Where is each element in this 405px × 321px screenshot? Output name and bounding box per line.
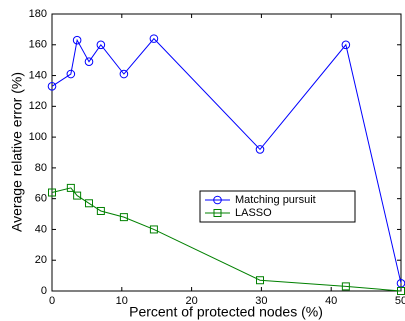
- x-tick-label: 50: [395, 295, 405, 307]
- x-tick-label: 0: [49, 295, 55, 307]
- y-tick-label: 140: [29, 69, 47, 81]
- point: [341, 282, 350, 291]
- point: [256, 276, 265, 285]
- legend-marker: [213, 209, 222, 217]
- point: [119, 213, 128, 222]
- x-tick-label: 40: [325, 295, 337, 307]
- series-line: [51, 37, 402, 284]
- point: [96, 206, 105, 215]
- point: [47, 82, 57, 91]
- point: [255, 145, 265, 154]
- point: [341, 40, 351, 50]
- point: [84, 57, 94, 67]
- y-tick-label: 120: [29, 100, 47, 112]
- y-tick-label: 20: [35, 254, 47, 266]
- plot-area: [51, 13, 402, 292]
- legend-marker: [213, 195, 222, 205]
- x-tick-label: 10: [116, 295, 128, 307]
- point: [96, 40, 106, 50]
- legend-label: LASSO: [235, 207, 272, 219]
- point: [72, 35, 82, 45]
- x-axis-title: Percent of protected nodes (%): [129, 304, 323, 320]
- y-tick-label: 60: [35, 193, 47, 205]
- point: [48, 188, 56, 197]
- legend-box: [199, 190, 356, 223]
- y-tick-label: 80: [35, 162, 47, 174]
- y-axis-title: Average relative error (%): [9, 72, 25, 232]
- x-tick-label: 30: [255, 295, 267, 307]
- y-tick-label: 160: [29, 39, 47, 51]
- point: [84, 199, 93, 208]
- x-tick-label: 20: [185, 295, 197, 307]
- point: [149, 34, 159, 43]
- y-tick-label: 40: [35, 223, 47, 235]
- point: [119, 69, 129, 79]
- y-tick-label: 180: [29, 8, 47, 20]
- y-tick-label: 0: [41, 285, 47, 297]
- point: [66, 183, 75, 192]
- point: [73, 191, 82, 200]
- point: [149, 225, 158, 234]
- point: [66, 69, 76, 79]
- legend-label: Matching pursuit: [235, 194, 316, 206]
- y-tick-label: 100: [29, 131, 47, 143]
